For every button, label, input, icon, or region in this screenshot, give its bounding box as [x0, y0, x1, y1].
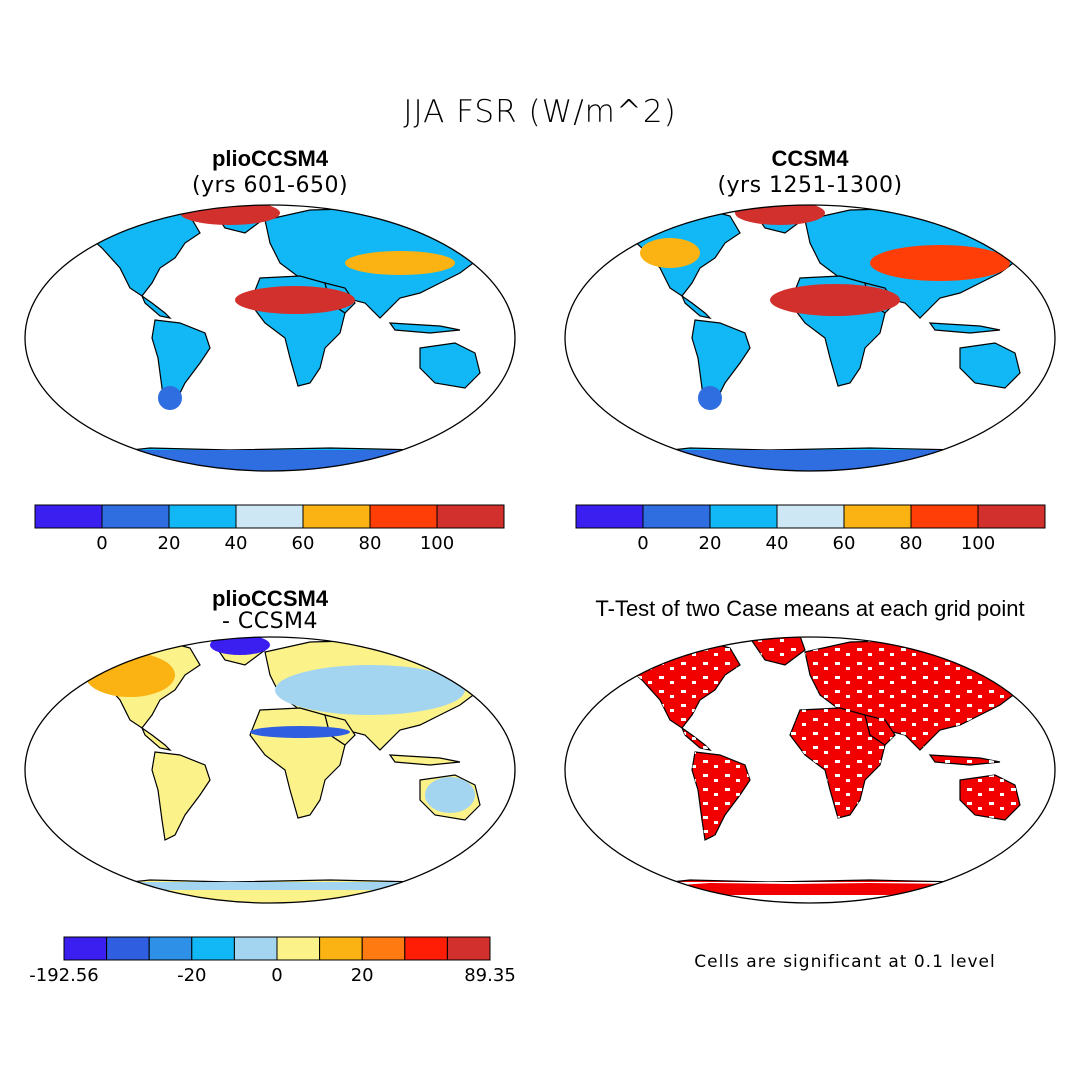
colorbar-top-right-label: 60 — [833, 533, 856, 554]
sahara-region — [770, 284, 900, 316]
colorbar-bottom-left-swatch — [63, 936, 108, 961]
colorbar-top-right-label: 0 — [637, 533, 648, 554]
colorbar-top-left-label: 60 — [292, 533, 315, 554]
central-asia-region — [870, 245, 1010, 281]
colorbar-top-left-label: 100 — [420, 533, 454, 554]
colorbar-top-left-swatch — [34, 504, 103, 529]
australia-region — [425, 777, 475, 813]
panel-title-bottom-right: T-Test of two Case means at each grid po… — [595, 596, 1025, 621]
colorbar-bottom-left-swatch — [404, 936, 448, 961]
central-asia-region — [345, 251, 455, 275]
colorbar-bottom-left-swatch — [191, 936, 235, 961]
colorbar-top-right-swatch — [642, 504, 711, 529]
greenland-region — [210, 637, 270, 655]
globe-outline — [564, 636, 1056, 904]
panel-title-top-right: CCSM4 — [771, 146, 849, 171]
sahara-region — [235, 286, 355, 314]
patagonia-region — [698, 386, 722, 410]
colorbar-top-right-swatch — [709, 504, 778, 529]
colorbar-top-right-label: 80 — [900, 533, 923, 554]
colorbar-bottom-left: -192.56 -20 0 20 89.35 — [29, 936, 516, 986]
colorbar-bottom-left-swatch — [106, 936, 150, 961]
eurasia-region — [275, 665, 465, 715]
significance-note: Cells are significant at 0.1 level — [694, 952, 996, 972]
colorbar-top-right-swatch — [977, 504, 1046, 529]
colorbar-top-left-swatch — [302, 504, 371, 529]
colorbar-top-left-swatch — [235, 504, 304, 529]
colorbar-top-left-swatch — [168, 504, 237, 529]
colorbar-bottom-left-label: 20 — [351, 965, 374, 986]
colorbar-top-right-swatch — [910, 504, 979, 529]
colorbar-bottom-left-label: -192.56 — [29, 965, 98, 986]
panel-subtitle-bottom-left: - CCSM4 — [221, 609, 319, 634]
colorbar-top-right-swatch — [776, 504, 845, 529]
colorbar-top-left-label: 40 — [225, 533, 248, 554]
colorbar-bottom-left-swatch — [276, 936, 321, 961]
colorbar-top-left-swatch — [436, 504, 505, 529]
globe-outline — [24, 636, 516, 904]
colorbar-top-right-swatch — [843, 504, 912, 529]
colorbar-bottom-left-swatch — [233, 936, 278, 961]
panel-subtitle-top-left: (yrs 601-650) — [191, 173, 349, 198]
colorbar-top-left: 0 20 40 60 80 100 — [34, 504, 505, 554]
colorbar-top-left-swatch — [101, 504, 170, 529]
colorbar-bottom-left-swatch — [446, 936, 491, 961]
patagonia-region — [158, 386, 182, 410]
colorbar-bottom-left-swatch — [148, 936, 193, 961]
colorbar-top-left-label: 80 — [359, 533, 382, 554]
colorbar-bottom-left-label: -20 — [177, 965, 206, 986]
panel-subtitle-top-right: (yrs 1251-1300) — [717, 173, 903, 198]
colorbar-top-right-swatch — [575, 504, 644, 529]
colorbar-top-left-label: 0 — [96, 533, 107, 554]
antarctic-band — [30, 882, 510, 890]
western-us-region — [640, 238, 700, 268]
globe-outline — [564, 204, 1056, 472]
panel-title-top-left: plioCCSM4 — [211, 146, 329, 171]
colorbar-bottom-left-label: 0 — [271, 965, 282, 986]
colorbar-top-left-label: 20 — [158, 533, 181, 554]
antarctic-significant — [635, 883, 990, 895]
colorbar-bottom-left-label: 89.35 — [464, 965, 516, 986]
panel-title-bottom-left: plioCCSM4 — [211, 586, 329, 611]
colorbar-top-left-swatch — [369, 504, 438, 529]
figure-title: JJA FSR (W/m^2) — [403, 94, 677, 130]
colorbar-bottom-left-swatch — [319, 936, 363, 961]
colorbar-top-right-label: 20 — [699, 533, 722, 554]
colorbar-bottom-left-swatch — [361, 936, 406, 961]
colorbar-top-right-label: 40 — [766, 533, 789, 554]
sahel-region — [250, 726, 350, 738]
colorbar-top-right-label: 100 — [961, 533, 995, 554]
colorbar-top-right: 0 20 40 60 80 100 — [575, 504, 1046, 554]
globe-outline — [24, 204, 516, 472]
